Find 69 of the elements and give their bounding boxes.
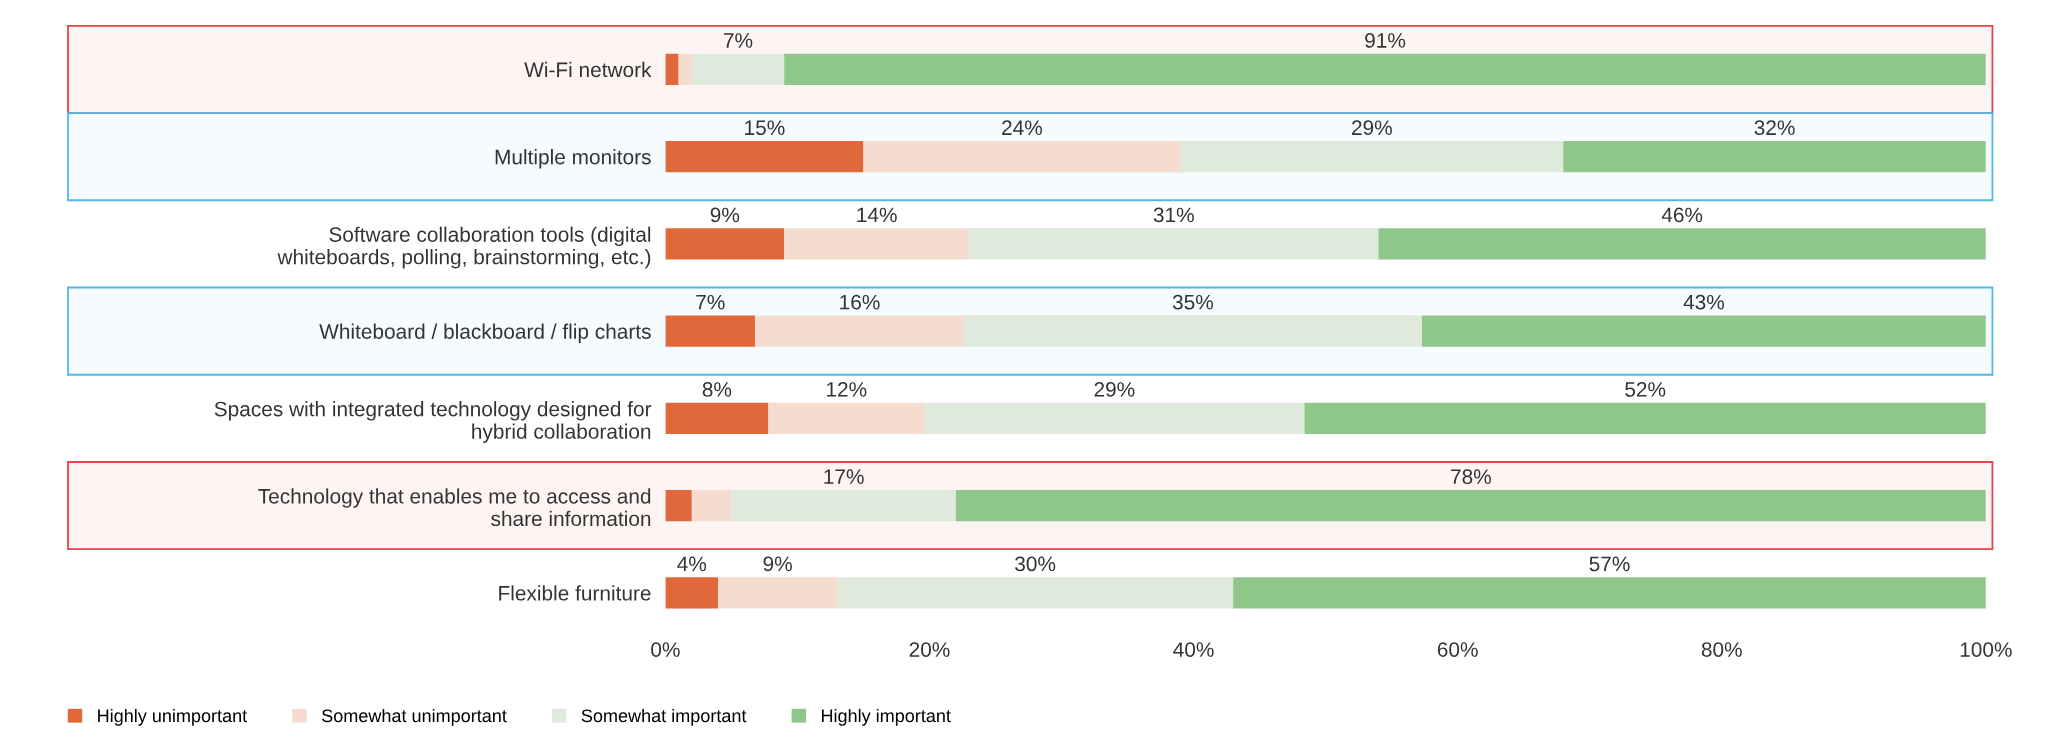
data-label: 9% [763, 556, 792, 572]
bar [837, 577, 1234, 609]
legend-label: Somewhat important [581, 708, 747, 726]
data-label: 8% [702, 382, 732, 397]
data-label: 43% [1683, 294, 1725, 310]
bar [955, 489, 1986, 522]
data-label: 15% [745, 120, 785, 136]
bar [665, 140, 864, 173]
bar [963, 315, 1422, 347]
bar [665, 489, 692, 522]
bar [1378, 228, 1986, 260]
bar [969, 228, 1379, 260]
data-label: 78% [1451, 469, 1491, 485]
y-tick-label: Wi-Fi network [524, 61, 652, 78]
x-tick-label: 80% [1701, 642, 1742, 657]
data-label: 52% [1625, 382, 1666, 397]
bar [755, 315, 964, 347]
bar [665, 577, 719, 609]
legend-label: Highly unimportant [98, 708, 248, 726]
bar [863, 140, 1181, 173]
bar [1180, 140, 1564, 173]
bar [1563, 140, 1986, 173]
data-label: 7% [724, 33, 753, 48]
data-label: 24% [1002, 120, 1043, 135]
data-label: 57% [1589, 556, 1630, 572]
bar [1233, 577, 1986, 609]
bar [784, 228, 970, 260]
data-label: 91% [1365, 33, 1406, 48]
data-label: 9% [710, 207, 740, 223]
data-label: 31% [1153, 207, 1194, 223]
bar [924, 402, 1305, 435]
y-tick-label: Software collaboration tools (digital whiteboards, polling, brainstorming, etc.) [277, 226, 651, 269]
bar [665, 228, 785, 260]
y-tick-label: Flexible furniture [499, 585, 651, 601]
x-tick-label: 60% [1437, 642, 1478, 657]
y-tick-label: Spaces with integrated technology designed for hybrid collaboration [214, 401, 652, 443]
data-label: 14% [857, 207, 897, 223]
data-label: 29% [1352, 120, 1392, 136]
bar [678, 53, 692, 86]
bar [718, 577, 838, 609]
x-tick-label: 0% [651, 642, 680, 657]
data-label: 30% [1015, 556, 1056, 572]
bar [731, 489, 956, 522]
bar [768, 402, 925, 435]
bar [1304, 402, 1986, 435]
y-tick-label: Whiteboard / blackboard / flip charts [319, 323, 651, 343]
x-tick-label: 20% [909, 642, 950, 657]
bar [784, 53, 1986, 86]
data-label: 32% [1754, 120, 1795, 136]
bar [665, 402, 769, 435]
x-tick-label: 40% [1173, 642, 1214, 657]
data-label: 12% [827, 382, 867, 397]
data-label: 7% [696, 294, 725, 310]
data-label: 16% [840, 294, 880, 310]
y-tick-label: Multiple monitors [495, 149, 651, 169]
bar [665, 315, 756, 347]
data-label: 29% [1094, 382, 1135, 397]
data-label: 17% [824, 469, 864, 484]
data-label: 4% [677, 556, 707, 572]
bar [691, 53, 785, 86]
bar [1422, 315, 1986, 347]
bar [691, 489, 732, 522]
legend-label: Highly important [821, 708, 951, 726]
y-tick-label: Technology that enables me to access and share information [258, 488, 651, 527]
legend-label: Somewhat unimportant [322, 708, 507, 726]
data-label: 46% [1661, 207, 1703, 223]
data-label: 35% [1172, 294, 1214, 310]
x-tick-label: 100% [1960, 642, 2012, 657]
bar [665, 53, 679, 86]
